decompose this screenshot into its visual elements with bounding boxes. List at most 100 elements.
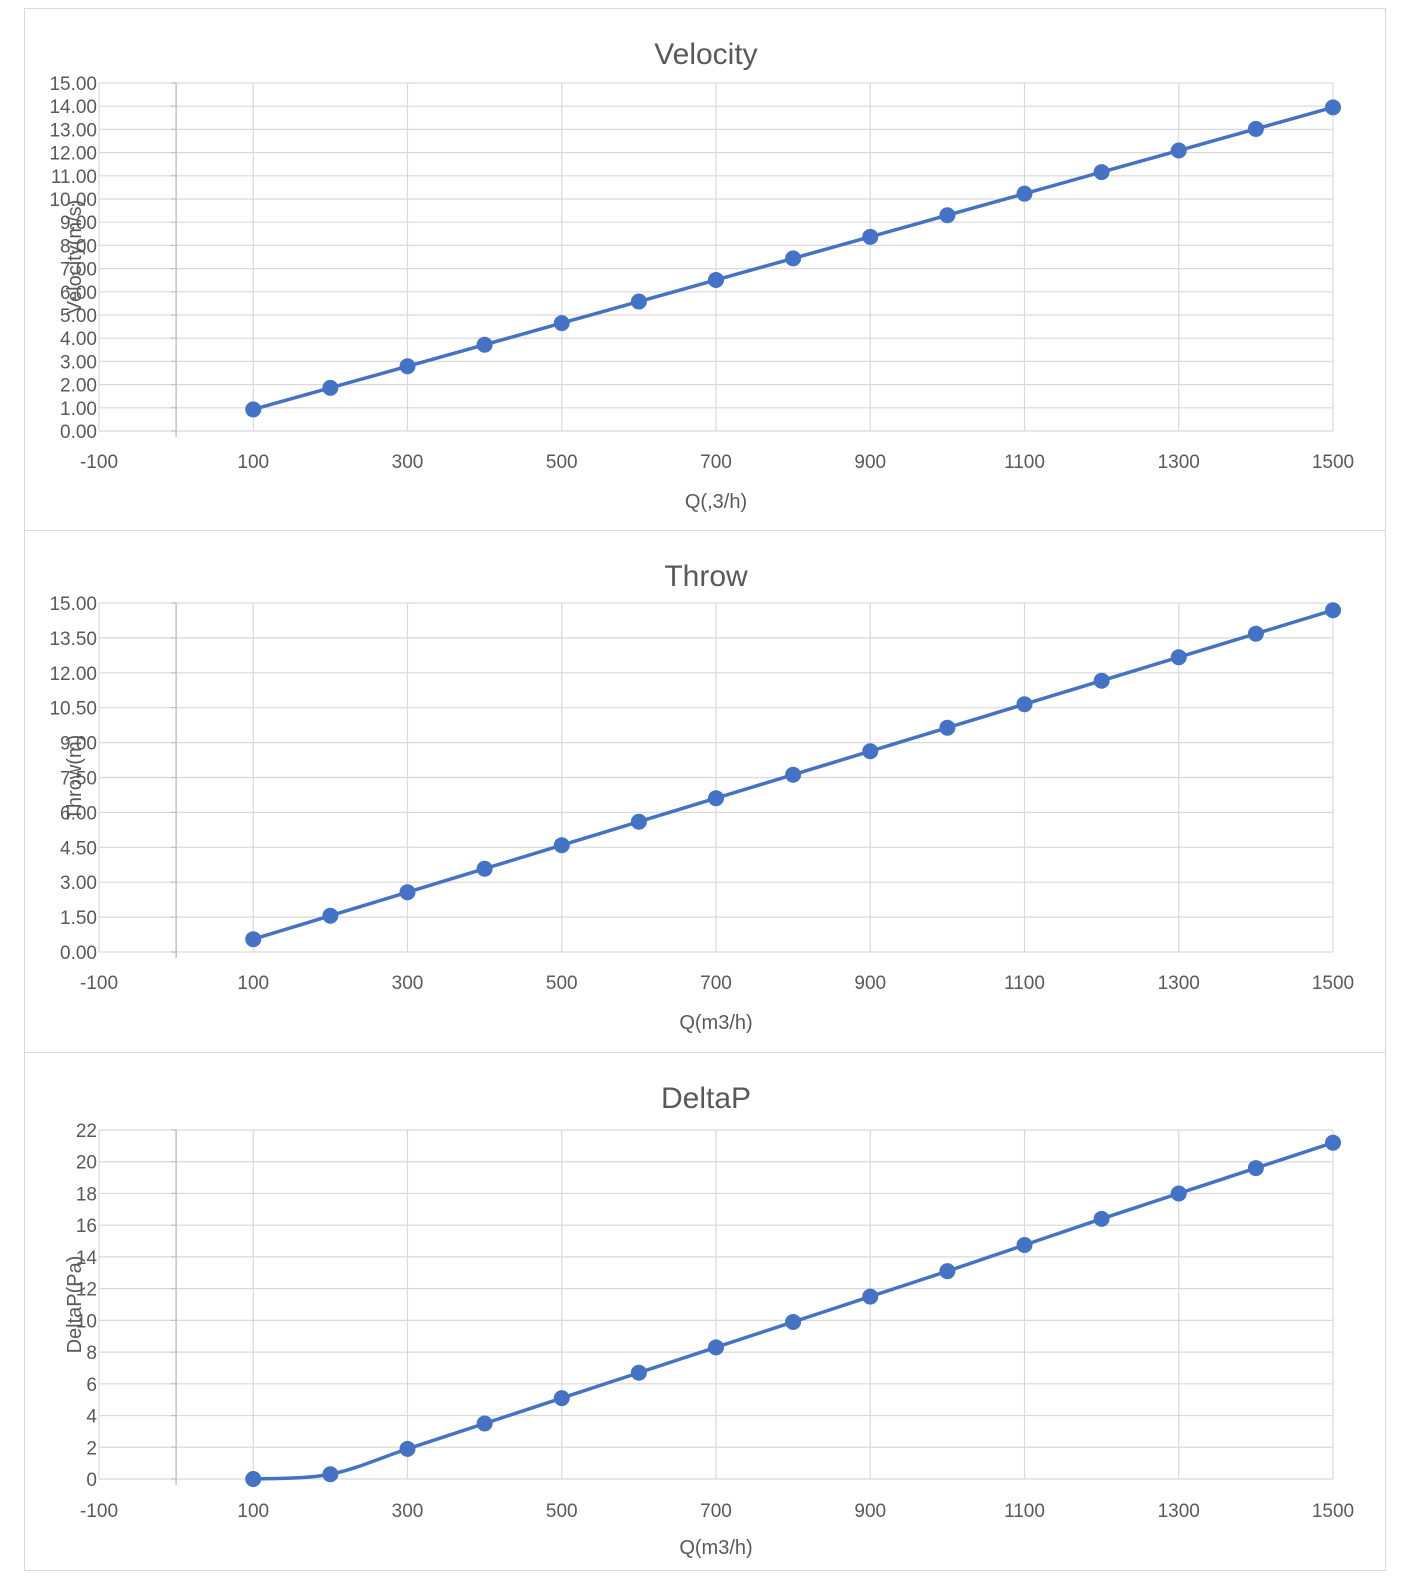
throw-x-tick-label: 700 (700, 973, 732, 994)
throw-data-point (785, 766, 802, 783)
deltap-y-tick-label: 18 (76, 1184, 97, 1205)
throw-data-point (708, 790, 724, 807)
throw-y-tick-label: 12.00 (49, 664, 97, 685)
deltap-data-point (708, 1339, 724, 1356)
throw-y-tick-label: 15.00 (49, 594, 97, 615)
deltap-y-tick-label: 0 (86, 1470, 97, 1491)
throw-x-tick-label: 300 (392, 973, 424, 994)
deltap-data-point (476, 1415, 493, 1432)
velocity-x-tick-label: -100 (80, 452, 118, 473)
velocity-data-point (1016, 185, 1033, 202)
throw-y-tick-label: 1.50 (60, 908, 97, 929)
deltap-data-point (399, 1440, 416, 1457)
deltap-y-tick-label: 8 (86, 1343, 97, 1364)
deltap-data-point (1325, 1134, 1341, 1151)
throw-x-tick-label: 500 (546, 973, 578, 994)
velocity-x-tick-label: 500 (546, 452, 578, 473)
throw-x-tick-label: 100 (237, 973, 269, 994)
velocity-data-point (630, 293, 647, 310)
velocity-y-tick-label: 6.00 (60, 283, 97, 304)
deltap-data-point (630, 1364, 647, 1381)
throw-data-point (1093, 672, 1110, 689)
throw-y-tick-label: 4.50 (60, 838, 97, 859)
deltap-y-tick-label: 12 (76, 1280, 97, 1301)
velocity-x-tick-label: 100 (237, 452, 269, 473)
velocity-data-point (476, 336, 493, 353)
deltap-gridlines (98, 1129, 1334, 1480)
velocity-y-tick-label: 11.00 (51, 167, 97, 188)
velocity-data-point (1093, 164, 1110, 181)
throw-data-point (1325, 602, 1341, 619)
throw-chart: 0.00 1.50 3.00 4.50 6.00 7.50 9.00 10.50 12.00 13… (49, 560, 1354, 1034)
throw-data-point (322, 907, 339, 924)
deltap-chart-panel: 0 2 4 6 8 10 12 14 16 18 20 22 -100 100 300 500 700 900 11… (24, 1052, 1386, 1571)
deltap-data-point (322, 1466, 339, 1483)
deltap-y-tick-label: 16 (76, 1216, 97, 1237)
velocity-x-tick-label: 700 (700, 452, 732, 473)
velocity-y-tick-label: 15.00 (49, 74, 97, 95)
deltap-x-tick-label: 1100 (1004, 1501, 1045, 1522)
velocity-gridlines (98, 82, 1334, 432)
throw-y-tick-label: 10.50 (49, 699, 97, 720)
deltap-y-tick-label: 22 (76, 1121, 97, 1142)
deltap-data-point (862, 1288, 879, 1305)
deltap-chart: 0 2 4 6 8 10 12 14 16 18 20 22 -100 100 300 500 700 900 11… (64, 1082, 1354, 1559)
throw-data-point (1170, 649, 1187, 666)
throw-data-point (1247, 625, 1264, 642)
deltap-x-axis-label: Q(m3/h) (679, 1537, 752, 1559)
deltap-data-point (785, 1313, 802, 1330)
velocity-data-point (1325, 99, 1341, 116)
velocity-y-tick-label: 5.00 (60, 306, 97, 327)
velocity-y-tick-label: 2.00 (60, 376, 97, 397)
deltap-data-point (1247, 1160, 1264, 1177)
velocity-y-tick-label: 14.00 (49, 97, 97, 118)
throw-x-tick-label: 900 (854, 973, 886, 994)
throw-y-tick-label: 6.00 (60, 803, 97, 824)
throw-data-point (939, 719, 956, 736)
throw-data-point (245, 931, 262, 948)
velocity-y-tick-label: 0.00 (60, 422, 97, 443)
throw-data-point (553, 837, 570, 854)
velocity-chart-panel: 0.00 1.00 2.00 3.00 4.00 5.00 6.00 7.00 8.00 9.00… (24, 8, 1386, 531)
deltap-y-tick-label: 14 (76, 1248, 98, 1269)
velocity-x-tick-label: 1500 (1312, 452, 1354, 473)
velocity-y-tick-label: 10.00 (49, 190, 97, 211)
velocity-chart-title: Velocity (654, 38, 757, 71)
throw-data-point (1016, 696, 1033, 713)
deltap-data-point (1016, 1237, 1033, 1254)
velocity-x-axis-label: Q(,3/h) (685, 491, 747, 513)
deltap-data-point (939, 1263, 956, 1280)
throw-x-tick-label: 1500 (1312, 973, 1354, 994)
throw-y-axis-label: Throw(m) (64, 735, 86, 821)
velocity-x-tick-label: 1300 (1158, 452, 1200, 473)
velocity-data-point (862, 228, 879, 245)
velocity-y-tick-label: 1.00 (60, 399, 97, 420)
velocity-data-point (939, 207, 956, 224)
velocity-x-tick-label: 1100 (1004, 452, 1045, 473)
velocity-y-tick-label: 12.00 (49, 144, 97, 165)
throw-y-tick-label: 7.50 (60, 769, 97, 790)
throw-chart-panel: 0.00 1.50 3.00 4.50 6.00 7.50 9.00 10.50 12.00 13… (24, 530, 1386, 1053)
throw-x-tick-label: 1300 (1158, 973, 1200, 994)
deltap-x-tick-label: 300 (392, 1501, 424, 1522)
velocity-chart: 0.001.002.00 3.004.005.006.007.00 8.009.00… (49, 38, 1354, 513)
velocity-y-tick-label: 8.00 (60, 236, 97, 257)
velocity-data-point (399, 358, 416, 375)
throw-x-axis-label: Q(m3/h) (679, 1012, 752, 1034)
velocity-x-tick-label: 900 (854, 452, 886, 473)
throw-data-point (630, 813, 647, 830)
deltap-x-tick-label: 700 (700, 1501, 732, 1522)
throw-y-tick-label: 3.00 (60, 873, 97, 894)
throw-data-point (476, 860, 493, 877)
velocity-y-tick-label: 9.00 (60, 213, 97, 234)
deltap-x-tick-label: 900 (854, 1501, 886, 1522)
deltap-y-axis-label: DeltaP(Pa) (64, 1256, 86, 1354)
velocity-data-point (785, 250, 802, 267)
deltap-y-tick-label: 4 (86, 1407, 97, 1428)
deltap-x-tick-label: 1500 (1312, 1501, 1354, 1522)
deltap-data-point (1093, 1210, 1110, 1227)
deltap-x-tick-label: 1300 (1158, 1501, 1200, 1522)
velocity-y-axis-label: Velocity(m/s) (64, 200, 86, 314)
deltap-x-tick-label: 100 (237, 1501, 269, 1522)
throw-x-tick-label: -100 (80, 973, 118, 994)
